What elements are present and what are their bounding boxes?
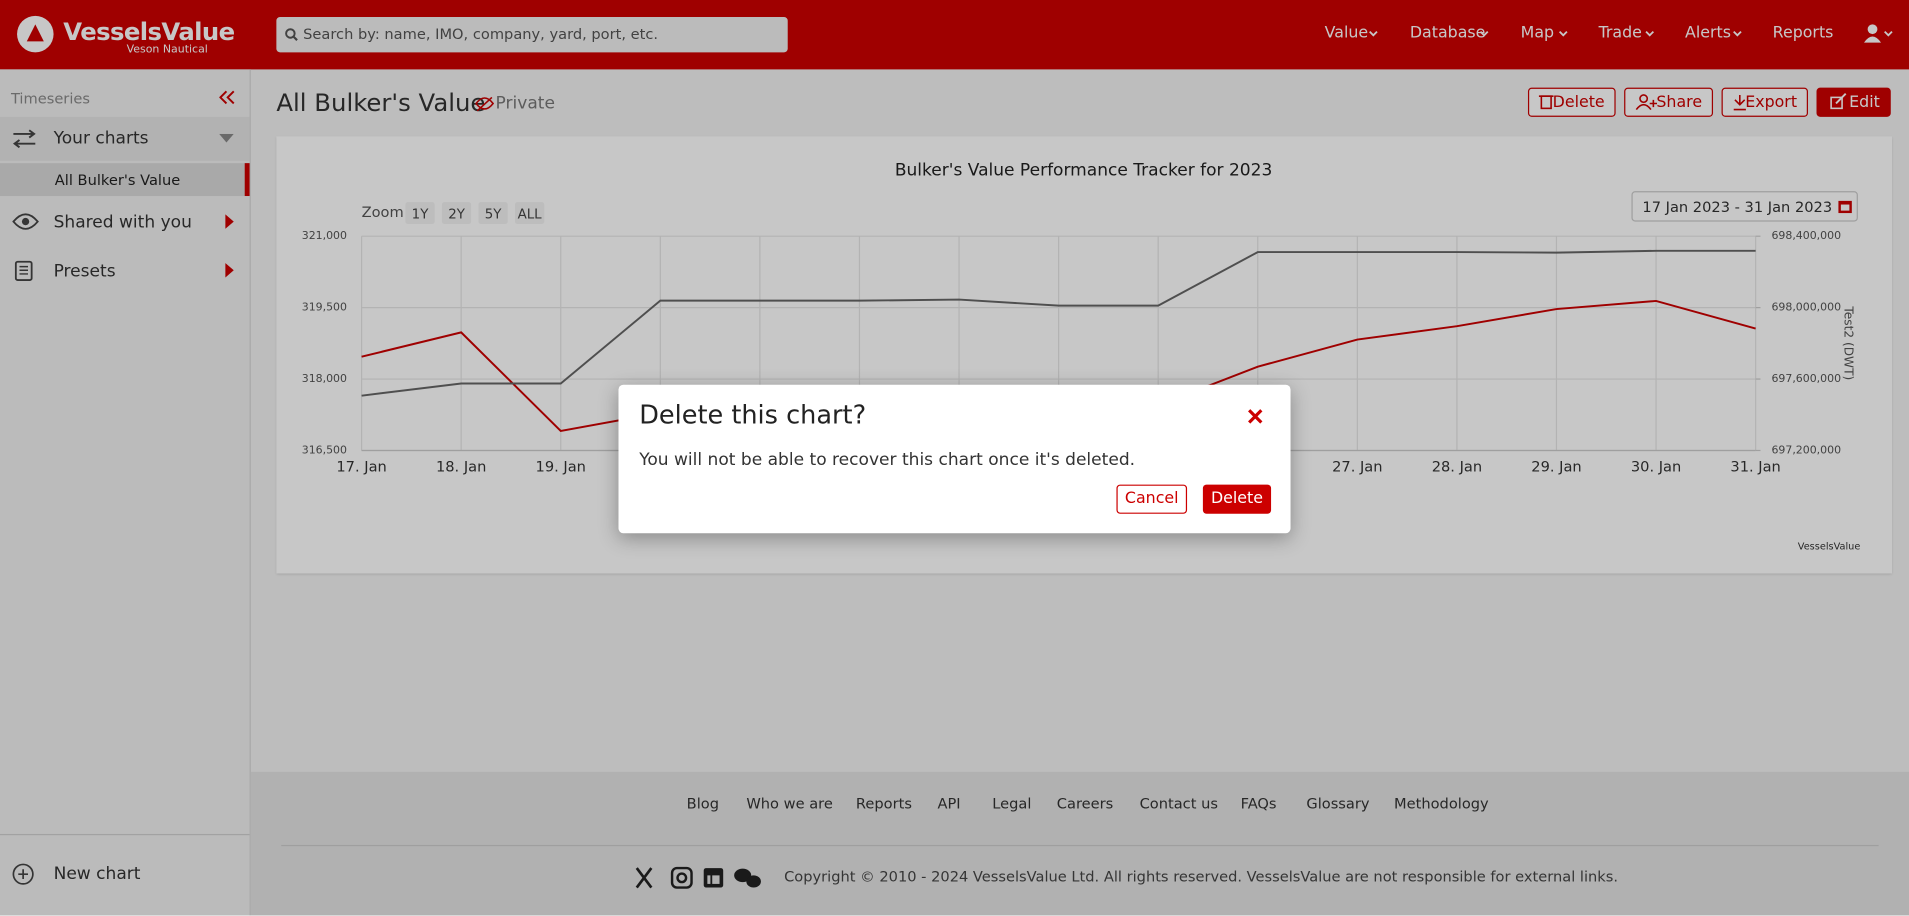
group-row[interactable]: Presets (0, 252, 250, 289)
new-chart[interactable]: New chart (0, 858, 250, 890)
caret (225, 214, 234, 229)
section-label: Timeseries (10, 90, 90, 108)
footer-link[interactable]: API (937, 795, 961, 813)
nav-item[interactable]: Database (1409, 24, 1486, 43)
dialog-message: You will not be able to recover this cha… (639, 450, 1136, 470)
header: VesselsValue Veson Nautical Search by: n… (0, 0, 1909, 70)
delete-button[interactable]: Delete (1527, 87, 1616, 117)
brand-sub: Veson Nautical (126, 43, 208, 57)
visibility: Private (495, 93, 555, 114)
group-label: Your charts (53, 129, 149, 149)
footer-link[interactable]: Glossary (1306, 795, 1370, 813)
zoom-button (478, 202, 508, 225)
footer-link[interactable]: Legal (992, 795, 1032, 813)
footer-link[interactable]: Blog (686, 795, 719, 813)
footer-link[interactable]: Who we are (746, 795, 833, 813)
social-icons (635, 866, 761, 889)
x-tick-label: 17. Jan (336, 459, 386, 476)
y2-tick-label: 698,000,000 (1771, 301, 1841, 314)
chart-card: Bulker's Value Performance Tracker for 2… (276, 136, 1892, 574)
close-button[interactable] (1247, 408, 1264, 425)
zoom-option: ALL (518, 207, 543, 222)
x-tick-label: 28. Jan (1432, 459, 1482, 476)
y-tick-label: 318,000 (302, 372, 347, 385)
nav-item[interactable]: Trade (1598, 24, 1642, 43)
nav-item[interactable]: Reports (1772, 24, 1834, 43)
hidden-icon (475, 96, 495, 112)
copyright: Copyright © 2010 - 2024 VesselsValue Ltd… (784, 868, 1619, 886)
y-tick-label: 321,000 (302, 229, 347, 242)
dialog-title: Delete this chart? (639, 400, 867, 430)
divider (0, 833, 250, 836)
swap-icon (12, 129, 36, 149)
footer-link[interactable]: FAQs (1240, 795, 1277, 813)
group-row[interactable]: Shared with you (0, 203, 250, 240)
nav-icons (1369, 24, 1893, 43)
zoom-button (515, 202, 545, 225)
search-icon (285, 28, 298, 41)
chart-item-label: All Bulker's Value (54, 171, 181, 189)
brand: VesselsValue (63, 17, 235, 47)
x-tick-label: 18. Jan (436, 459, 486, 476)
dialog: Delete this chart? You will not be able … (618, 384, 1291, 534)
caret (225, 262, 234, 278)
x-tick-label: 31. Jan (1730, 459, 1780, 476)
export-button[interactable]: Export (1721, 87, 1808, 117)
group-row[interactable]: Your charts (0, 116, 250, 161)
group-label: Presets (53, 261, 116, 282)
y-tick-label: 319,500 (302, 301, 347, 314)
x-tick-label: 29. Jan (1531, 459, 1581, 476)
footer-link[interactable]: Methodology (1394, 795, 1489, 813)
footer-divider (281, 844, 1879, 847)
zoom-option: 5Y (485, 207, 503, 222)
date-range[interactable]: 17 Jan 2023 - 31 Jan 2023 (1631, 191, 1858, 222)
y2-tick-label: 697,600,000 (1771, 372, 1841, 385)
button-icons (1538, 93, 1847, 111)
eye-icon (12, 213, 39, 230)
nav-item[interactable]: Value (1324, 24, 1369, 43)
zoom-button (441, 202, 472, 225)
y-tick-label: 316,500 (302, 443, 347, 456)
series-line (361, 249, 1756, 397)
sidebar: Timeseries Your charts All Bulker's Valu… (0, 69, 251, 916)
collapse-icon[interactable] (219, 90, 236, 105)
group-label: Shared with you (53, 213, 192, 233)
zoom-option: 1Y (412, 207, 430, 222)
confirm-button[interactable]: Delete (1202, 484, 1272, 514)
date-range-text: 17 Jan 2023 - 31 Jan 2023 (1642, 198, 1833, 216)
search-box[interactable]: Search by: name, IMO, company, yard, por… (276, 17, 788, 53)
footer-link[interactable]: Contact us (1139, 795, 1218, 813)
zoom-button (405, 202, 435, 225)
calendar-icon (1838, 200, 1852, 214)
search-placeholder: Search by: name, IMO, company, yard, por… (303, 25, 659, 43)
zoom-label: Zoom (362, 204, 404, 221)
x-tick-label: 30. Jan (1631, 459, 1681, 476)
x-tick-label: 27. Jan (1332, 459, 1382, 476)
plus-icon (12, 863, 34, 885)
zoom-option: 2Y (448, 207, 466, 222)
chart-title: Bulker's Value Performance Tracker for 2… (895, 160, 1272, 180)
x-tick-label: 19. Jan (536, 459, 586, 476)
footer-link[interactable]: Careers (1056, 795, 1114, 813)
y2-tick-label: 698,400,000 (1771, 229, 1841, 242)
y2-axis-title: Test2 (DWT) (1842, 305, 1856, 380)
caret (219, 133, 234, 143)
logo (17, 15, 54, 53)
book-icon (14, 260, 33, 281)
chart-item[interactable]: All Bulker's Value (0, 163, 250, 197)
credit: VesselsValue (1798, 542, 1861, 553)
new-chart-label: New chart (53, 864, 141, 884)
edit-button[interactable]: Edit (1816, 87, 1891, 117)
page-title: All Bulker's Value (276, 87, 486, 117)
chart: Bulker's Value Performance Tracker for 2… (302, 160, 1861, 553)
cancel-button[interactable]: Cancel (1116, 484, 1188, 514)
nav-item[interactable]: Alerts (1685, 24, 1731, 43)
nav-item[interactable]: Map (1520, 24, 1555, 43)
footer-link[interactable]: Reports (855, 795, 912, 813)
y2-tick-label: 697,200,000 (1771, 443, 1841, 456)
share-button[interactable]: Share (1624, 87, 1714, 117)
footer: Blog Who we are Reports API Legal Career… (250, 771, 1909, 916)
